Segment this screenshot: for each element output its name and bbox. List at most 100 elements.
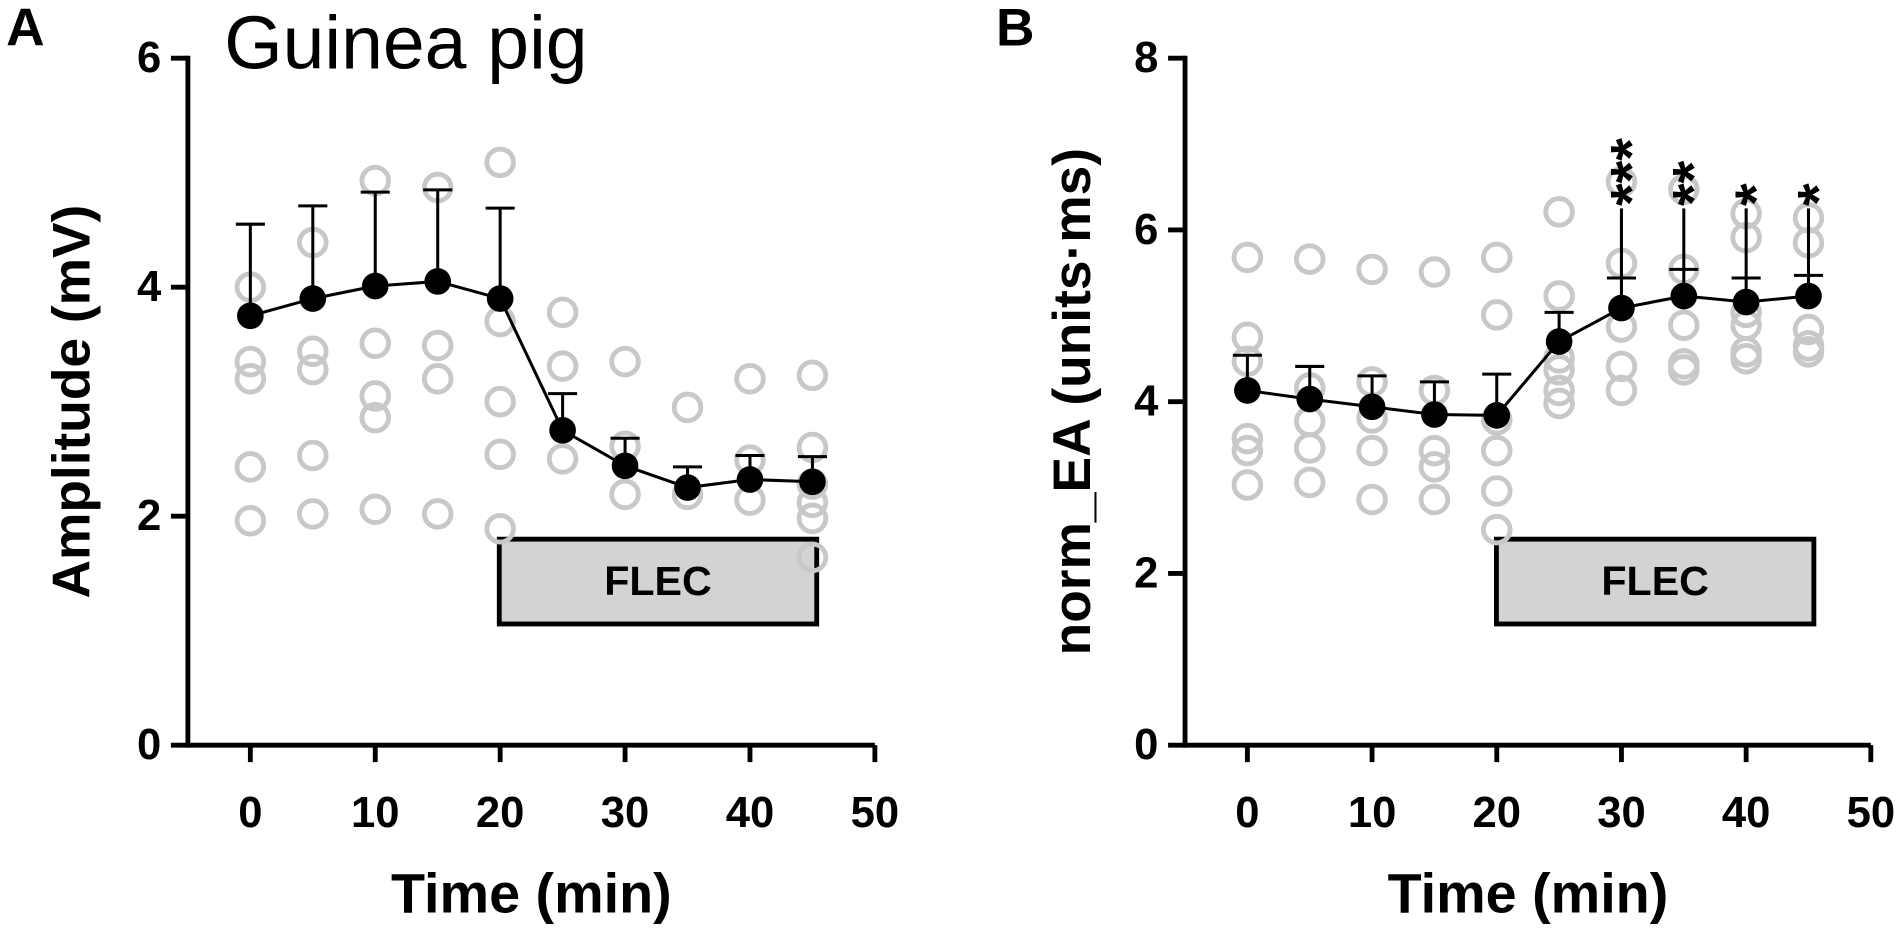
significance-label: ** <box>1662 160 1727 206</box>
individual-point <box>421 498 454 530</box>
x-tick-label: 10 <box>1348 789 1397 837</box>
y-axis-label: norm_EA (units·ms) <box>1043 148 1102 655</box>
individual-point <box>1293 432 1326 464</box>
individual-point <box>1231 422 1264 455</box>
x-tick-label: 20 <box>1473 789 1522 837</box>
individual-point <box>359 401 392 434</box>
x-tick-label: 0 <box>1235 789 1259 837</box>
mean-point <box>611 452 639 480</box>
mean-point <box>1608 294 1635 322</box>
mean-point <box>1670 282 1698 310</box>
mean-point <box>237 302 264 330</box>
individual-point <box>484 146 516 179</box>
y-tick-label: 6 <box>1134 206 1158 254</box>
individual-point <box>359 164 392 197</box>
chart-title: Guinea pig <box>224 0 587 84</box>
mean-point <box>1732 288 1760 316</box>
y-tick-label: 8 <box>1134 34 1158 82</box>
annotation: FLEC <box>1601 558 1709 604</box>
individual-point <box>1481 241 1513 274</box>
y-tick-label: 2 <box>137 492 161 540</box>
individual-point <box>1481 513 1513 546</box>
individual-point <box>1418 256 1451 288</box>
individual-point <box>484 512 516 545</box>
individual-point <box>1543 374 1575 407</box>
individual-point <box>796 541 829 574</box>
individual-point <box>234 504 267 537</box>
annotation-box <box>496 536 820 627</box>
individual-point <box>1481 434 1513 467</box>
individual-point <box>234 451 267 483</box>
individual-point <box>297 439 329 472</box>
individual-point <box>1293 466 1326 499</box>
mean-line <box>1247 294 1809 417</box>
mean-point <box>736 466 764 493</box>
x-tick-label: 50 <box>1847 789 1896 837</box>
mean-point <box>486 285 514 312</box>
individual-point <box>484 438 516 471</box>
mean-point <box>674 474 701 501</box>
mean-point <box>424 268 452 295</box>
individual-point <box>421 362 454 395</box>
individual-point <box>796 502 829 535</box>
significance-label: *** <box>1599 138 1664 206</box>
y-tick-label: 0 <box>1134 721 1158 769</box>
individual-point <box>546 443 579 475</box>
individual-point <box>297 335 329 368</box>
individual-point <box>1730 342 1762 375</box>
individual-point <box>297 353 329 386</box>
mean-point <box>1358 393 1386 421</box>
individual-point <box>1543 196 1575 228</box>
x-tick-label: 20 <box>476 789 525 837</box>
panel-label: A <box>6 0 45 58</box>
mean-point <box>1545 328 1573 355</box>
significance-label: * <box>1724 183 1789 206</box>
error-bar <box>298 204 328 299</box>
y-tick-label: 2 <box>1134 549 1158 597</box>
mean-line <box>249 279 813 490</box>
mean-point <box>799 468 826 496</box>
individual-point <box>1481 299 1513 331</box>
individual-point <box>1356 434 1388 467</box>
individual-point <box>1543 354 1575 386</box>
individual-point <box>734 362 766 395</box>
error-bar <box>485 206 515 299</box>
mean-point <box>1296 385 1324 413</box>
individual-point <box>1418 451 1451 483</box>
x-tick-label: 10 <box>351 789 400 837</box>
individual-point <box>1231 321 1264 353</box>
mean-point <box>1421 401 1448 428</box>
y-axis-label: Amplitude (mV) <box>42 205 101 599</box>
error-bar <box>235 222 265 316</box>
y-tick-label: 4 <box>1134 378 1159 426</box>
x-tick-label: 30 <box>601 789 650 837</box>
x-tick-label: 0 <box>238 789 262 837</box>
mean-point <box>1795 282 1822 310</box>
x-axis-label: Time (min) <box>1388 863 1669 925</box>
y-tick-label: 0 <box>137 721 161 769</box>
individual-point <box>1231 469 1264 501</box>
individual-point <box>421 329 454 362</box>
individual-point <box>1668 173 1700 206</box>
x-axis-label: Time (min) <box>391 863 672 925</box>
individual-point <box>1543 387 1575 420</box>
individual-point <box>609 478 641 511</box>
mean-point <box>549 416 576 444</box>
error-bar <box>423 188 453 282</box>
individual-point <box>1605 350 1638 383</box>
individual-point <box>1792 336 1825 368</box>
individual-point <box>1231 241 1264 274</box>
individual-point <box>609 345 641 378</box>
panel: 0 2 4 6 8 0 10 20 30 40 50 Time (min) norm_EA (units… <box>996 0 1895 925</box>
annotation: FLEC <box>604 558 712 604</box>
x-tick-label: 40 <box>726 789 775 837</box>
individual-point <box>1356 483 1388 516</box>
individual-point <box>234 362 267 395</box>
x-tick-label: 50 <box>851 789 900 837</box>
panel: 0 2 4 6 0 10 20 30 40 50 Time (min) Amplitude (mV) A… <box>6 0 899 925</box>
significance-label: * <box>1786 183 1851 206</box>
individual-point <box>1668 354 1700 386</box>
individual-point <box>1356 253 1388 286</box>
individual-point <box>546 296 579 329</box>
